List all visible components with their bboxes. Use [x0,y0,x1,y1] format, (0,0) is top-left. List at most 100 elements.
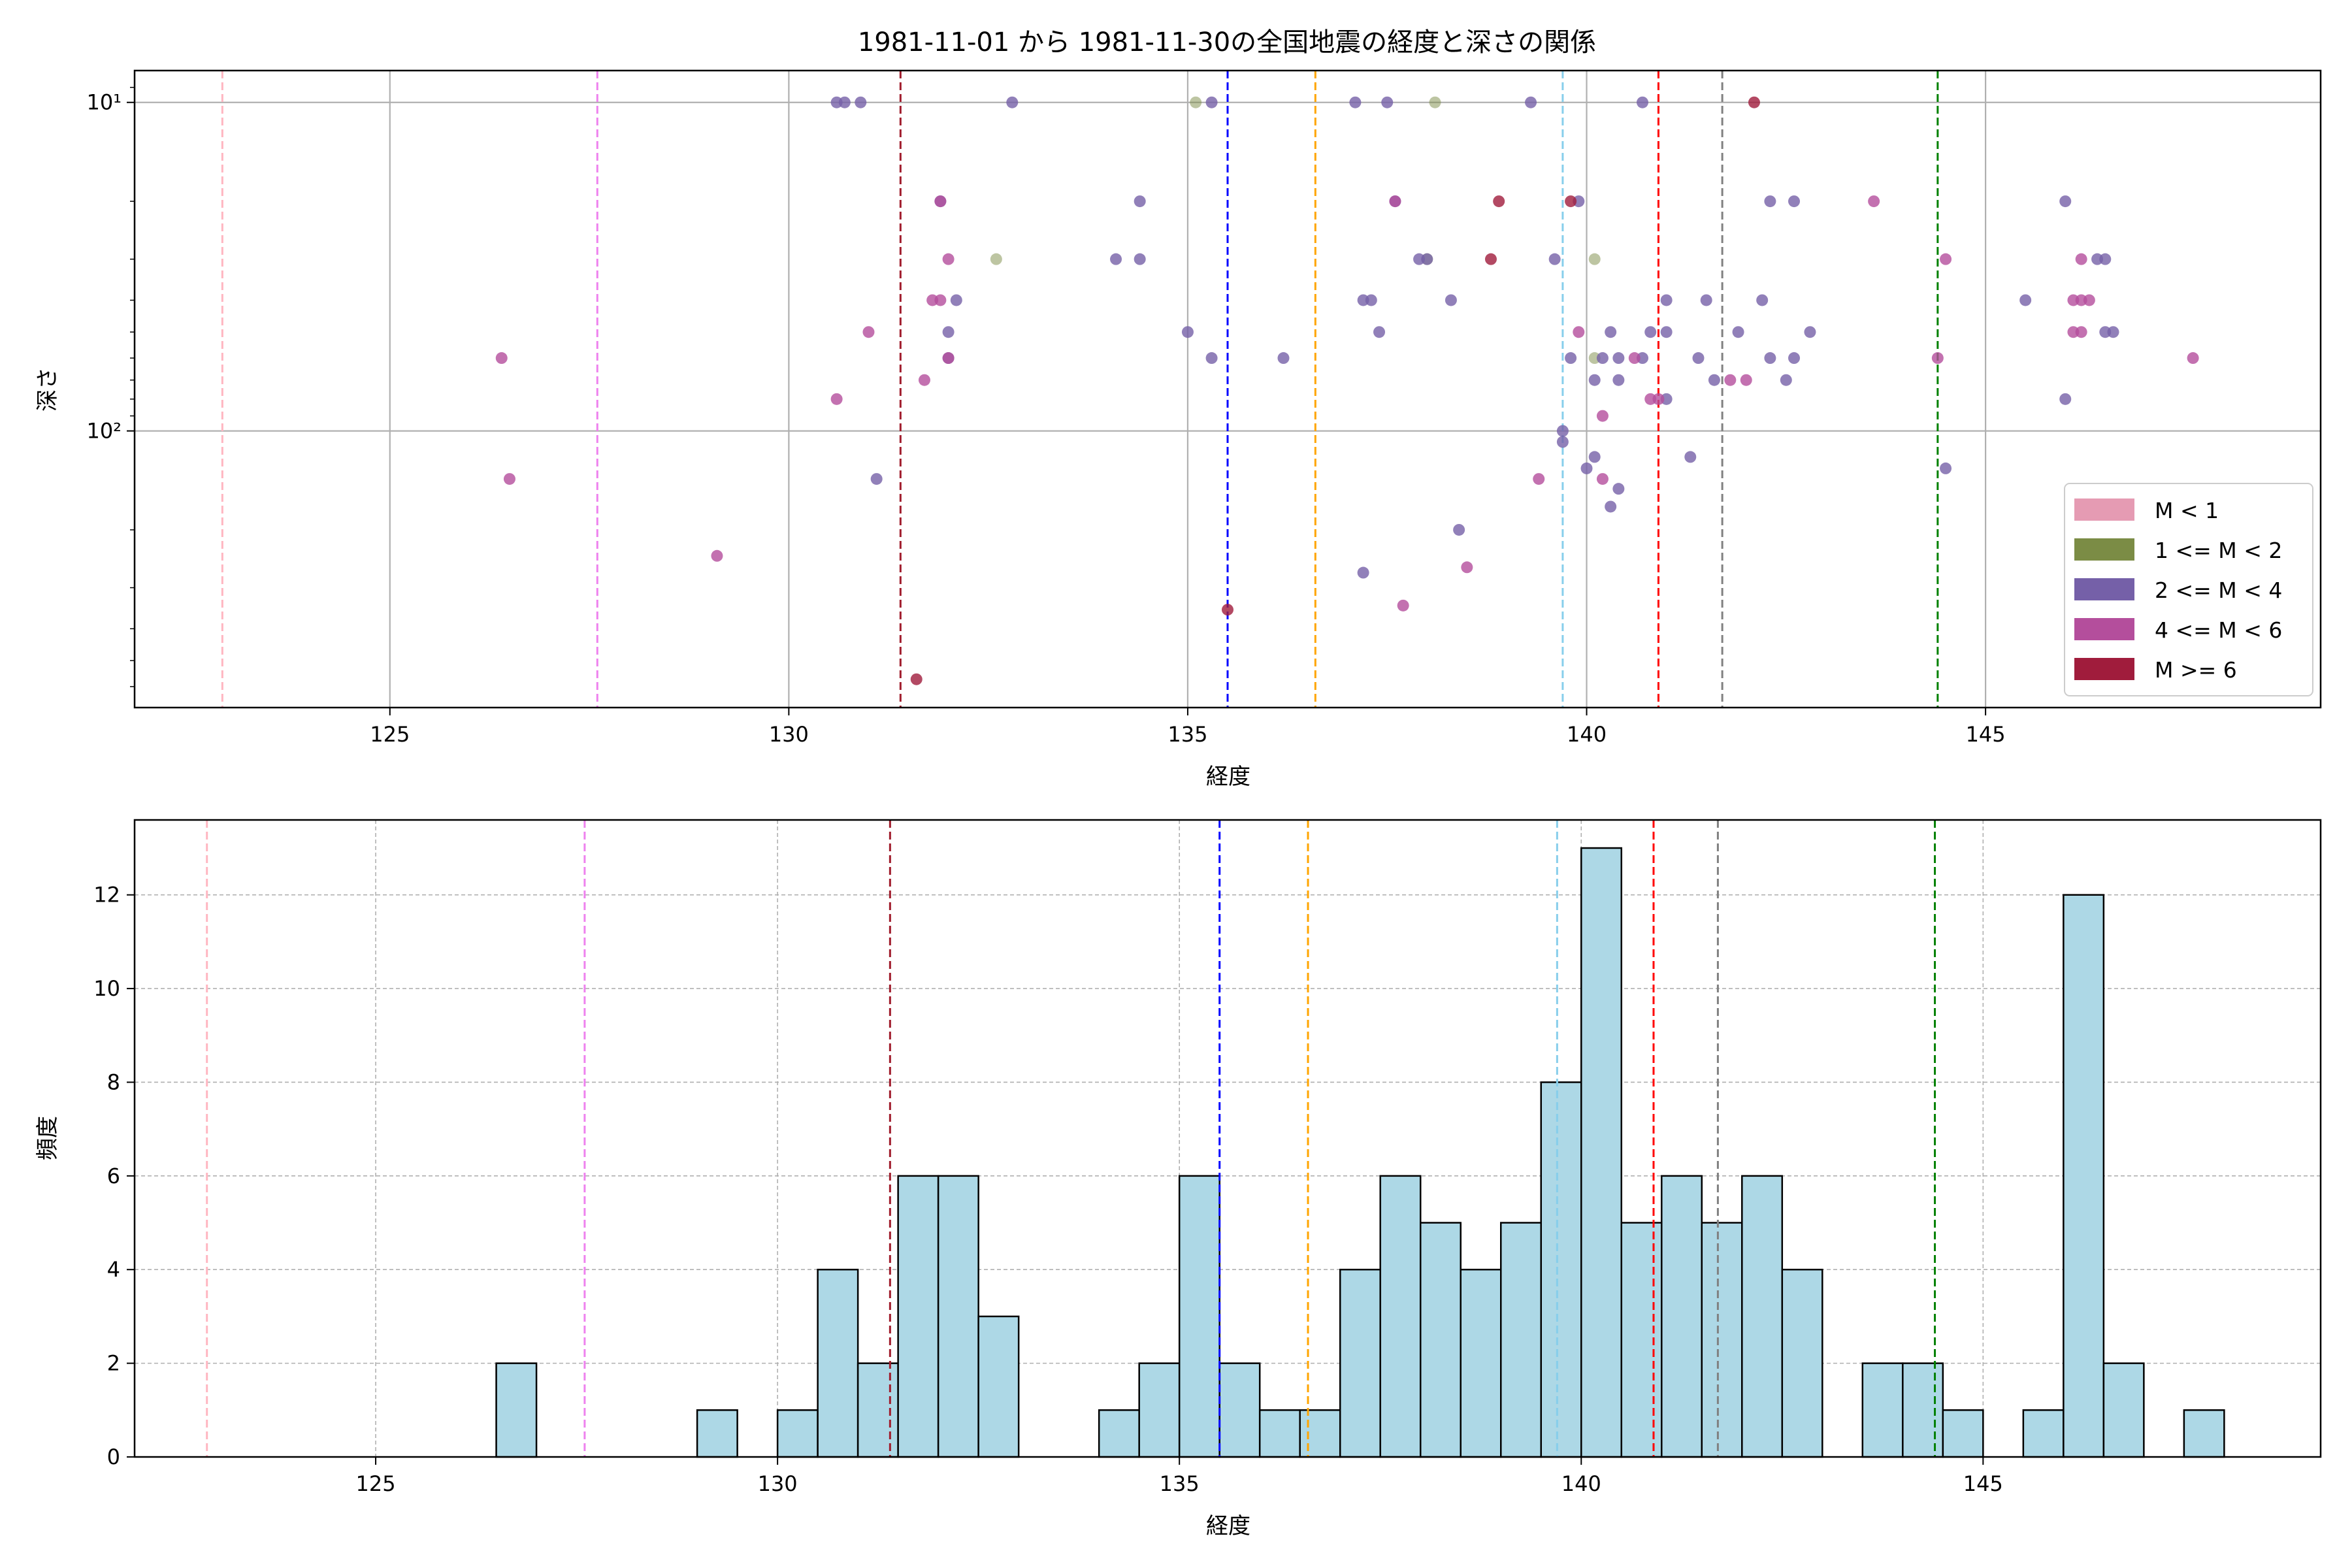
scatter-point [1612,483,1625,495]
scatter-x-tick-label: 125 [370,722,410,747]
scatter-point [1397,599,1409,612]
scatter-point [934,195,947,208]
scatter-x-tick-label: 130 [769,722,809,747]
scatter-point [942,253,955,265]
scatter-y-axis-label: 深さ [35,367,61,412]
scatter-axes-frame [133,69,2322,709]
scatter-point [1660,294,1673,306]
scatter-point [2075,326,2087,338]
scatter-point [1588,374,1601,386]
scatter-point [934,294,947,306]
scatter-y-tick-label: 10¹ [86,90,122,115]
scatter-x-tick-label: 140 [1567,722,1607,747]
scatter-point [1652,393,1665,405]
legend-label-m-lt-1: M < 1 [2155,498,2219,523]
histogram-axes-frame [133,819,2322,1458]
scatter-point [1637,96,1649,108]
histogram-bar [1098,1409,1140,1458]
scatter-point [1692,352,1705,365]
scatter-y-tick-label: 10² [86,419,122,444]
scatter-plot: 125 130 135 140 145 10¹ 10² 経度 深さ M < 1 1 <= M… [35,69,2322,790]
scatter-point [862,326,875,338]
scatter-point [918,374,930,386]
scatter-reference-lines [221,71,1939,708]
scatter-point [1764,195,1776,208]
histogram-y-tick-label: 2 [107,1351,120,1376]
histogram-bar [2063,894,2105,1458]
scatter-point [1644,326,1657,338]
scatter-ticks: 125 130 135 140 145 10¹ 10² [86,86,2006,747]
scatter-point [1365,294,1377,306]
scatter-point [1740,374,1752,386]
scatter-point [1596,352,1609,365]
scatter-point [1533,473,1545,485]
legend-label-m-1-2: 1 <= M < 2 [2155,538,2282,563]
scatter-point [1628,352,1641,365]
histogram-bar [1379,1175,1422,1458]
histogram-bar [495,1362,538,1458]
legend-frame [2064,483,2313,696]
histogram-y-axis-label: 頻度 [35,1116,61,1160]
scatter-point [1548,253,1561,265]
scatter-point [1373,326,1386,338]
scatter-point [1684,451,1697,463]
histogram-ticks: 125 130 135 140 145 0 2 4 6 8 10 12 [93,883,2003,1496]
scatter-point [1006,96,1019,108]
scatter-point [838,96,851,108]
histogram-bar [1861,1362,1904,1458]
scatter-point [1931,352,1944,365]
scatter-point [1484,253,1497,265]
histogram-bar [1299,1409,1341,1458]
scatter-point [1788,352,1801,365]
legend-label-m-ge-6: M >= 6 [2155,657,2237,683]
histogram-bar [1178,1175,1220,1458]
scatter-point [1660,326,1673,338]
histogram-bar [817,1268,859,1458]
histogram-x-tick-label: 145 [1963,1471,2003,1496]
scatter-point [1134,195,1146,208]
scatter-point [2075,253,2087,265]
figure-title: 1981-11-01 から 1981-11-30の全国地震の経度と深さの関係 [858,27,1596,57]
scatter-point [1565,352,1577,365]
scatter-point [1205,96,1218,108]
scatter-point [1588,253,1601,265]
scatter-point [1222,604,1233,616]
scatter-point [1748,96,1760,108]
histogram-bar [1419,1222,1462,1458]
histogram: 125 130 135 140 145 0 2 4 6 8 10 12 経度 頻度 [35,819,2322,1539]
histogram-bar [1218,1362,1261,1458]
histogram-grid [135,820,2321,1458]
scatter-point [1349,96,1362,108]
histogram-bar [1781,1268,1823,1458]
histogram-x-tick-label: 125 [356,1471,396,1496]
scatter-point [1421,253,1433,265]
scatter-point [1724,374,1737,386]
scatter-point [950,294,962,306]
histogram-x-tick-label: 140 [1561,1471,1601,1496]
histogram-bar [1500,1222,1543,1458]
scatter-point [870,473,883,485]
scatter-point [1764,352,1776,365]
scatter-point [990,253,1002,265]
scatter-point [1110,253,1122,265]
histogram-bars [495,847,2225,1458]
histogram-bar [897,1175,939,1458]
histogram-bar [857,1362,899,1458]
scatter-point [2187,352,2199,365]
histogram-bar [2183,1409,2225,1458]
legend-swatch-m-lt-1 [2074,498,2134,521]
histogram-bar [1339,1268,1381,1458]
scatter-point [1381,96,1394,108]
legend: M < 1 1 <= M < 2 2 <= M < 4 4 <= M < 6 M… [2064,483,2313,696]
scatter-point [1357,566,1369,579]
legend-swatch-m-1-2 [2074,538,2134,561]
scatter-point [1445,294,1457,306]
histogram-bar [1942,1409,1984,1458]
scatter-point [2059,393,2072,405]
histogram-reference-lines [206,820,1936,1457]
histogram-y-tick-label: 6 [107,1164,120,1188]
histogram-bar [2022,1409,2065,1458]
scatter-point [2059,195,2072,208]
histogram-bar [1540,1081,1582,1458]
